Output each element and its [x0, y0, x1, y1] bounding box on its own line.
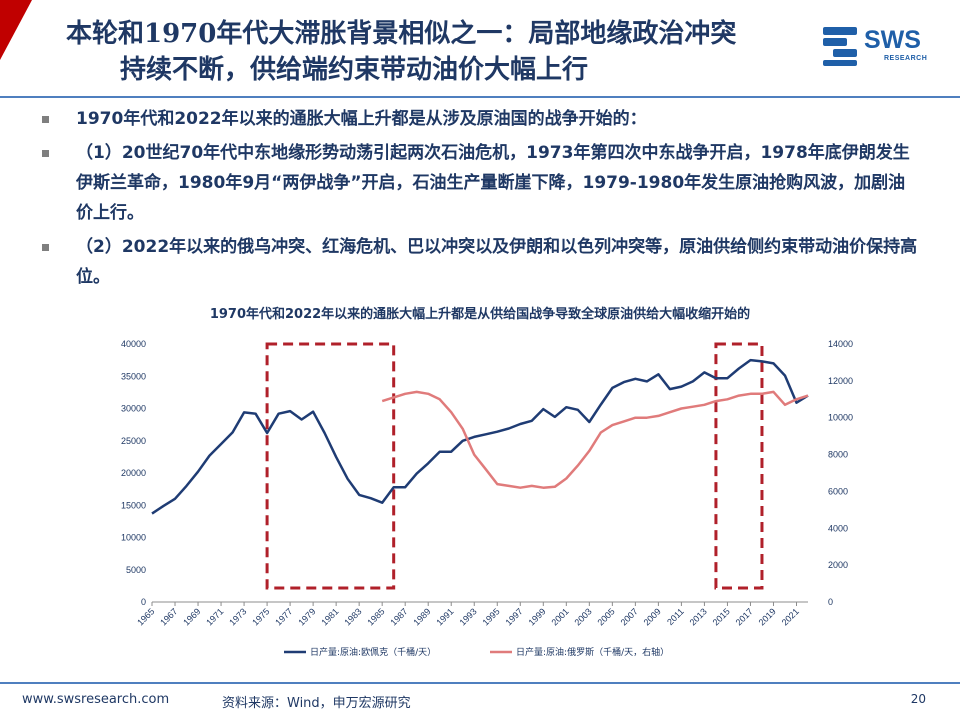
bullet-list: 1970年代和2022年以来的通胀大幅上升都是从涉及原油国的战争开始的： （1）…	[38, 104, 918, 296]
sws-logo-icon	[823, 27, 857, 66]
y-right-tick-label: 0	[828, 597, 833, 607]
x-tick-label: 1995	[480, 606, 501, 627]
x-tick-label: 1979	[296, 606, 317, 627]
logo-wordmark: SWS	[864, 26, 921, 54]
logo-subtext: RESEARCH	[884, 55, 928, 62]
y-right-tick-label: 4000	[828, 523, 848, 533]
slide-title-line1: 本轮和1970年代大滞胀背景相似之一：局部地缘政治冲突	[66, 19, 737, 49]
slide-title-line2: 持续不断，供给端约束带动油价大幅上行	[120, 55, 589, 85]
header-divider	[0, 96, 960, 98]
slide-title: 本轮和1970年代大滞胀背景相似之一：局部地缘政治冲突 持续不断，供给端约束带动…	[66, 16, 826, 88]
x-tick-label: 1973	[227, 606, 248, 627]
sws-logo: SWS RESEARCH	[820, 24, 942, 70]
x-tick-label: 1977	[273, 606, 294, 627]
footer-divider	[0, 682, 960, 684]
y-left-tick-label: 5000	[126, 565, 146, 575]
x-tick-label: 1993	[457, 606, 478, 627]
bullet-square-icon	[42, 116, 49, 123]
footer-url[interactable]: www.swsresearch.com	[22, 692, 170, 707]
footer-source: 资料来源：Wind，申万宏源研究	[222, 696, 411, 711]
highlight-box	[714, 342, 764, 590]
corner-accent	[0, 0, 32, 60]
x-tick-label: 2013	[688, 606, 709, 627]
y-right-tick-label: 10000	[828, 413, 853, 423]
y-left-tick-label: 20000	[121, 468, 146, 478]
x-tick-label: 1985	[365, 606, 386, 627]
y-left-tick-label: 10000	[121, 533, 146, 543]
x-tick-label: 1965	[135, 606, 156, 627]
x-tick-label: 1987	[388, 606, 409, 627]
bullet-item: （2）2022年以来的俄乌冲突、红海危机、巴以冲突以及伊朗和以色列冲突等，原油供…	[38, 232, 918, 292]
x-tick-label: 2019	[757, 606, 778, 627]
x-tick-label: 2005	[596, 606, 617, 627]
legend-russia-label: 日产量:原油:俄罗斯（千桶/天，右轴）	[516, 646, 669, 658]
x-tick-label: 1991	[434, 606, 455, 627]
x-tick-label: 1999	[526, 606, 547, 627]
y-left-tick-label: 30000	[121, 404, 146, 414]
bullet-item: 1970年代和2022年以来的通胀大幅上升都是从涉及原油国的战争开始的：	[38, 104, 918, 134]
bullet-text: 1970年代和2022年以来的通胀大幅上升都是从涉及原油国的战争开始的：	[76, 109, 647, 129]
bullet-square-icon	[42, 150, 49, 157]
y-left-tick-label: 35000	[121, 371, 146, 381]
x-tick-label: 2015	[711, 606, 732, 627]
y-right-tick-label: 2000	[828, 560, 848, 570]
y-right-tick-label: 6000	[828, 486, 848, 496]
x-tick-label: 2021	[780, 606, 801, 627]
y-left-tick-label: 15000	[121, 500, 146, 510]
x-tick-label: 1981	[319, 606, 340, 627]
x-tick-label: 1971	[204, 606, 225, 627]
y-right-tick-label: 12000	[828, 376, 853, 386]
y-left-tick-label: 0	[141, 597, 146, 607]
x-tick-label: 1975	[250, 606, 271, 627]
bullet-text: （1）20世纪70年代中东地缘形势动荡引起两次石油危机，1973年第四次中东战争…	[76, 143, 910, 223]
x-tick-label: 2001	[549, 606, 570, 627]
x-tick-label: 2009	[642, 606, 663, 627]
x-tick-label: 2003	[573, 606, 594, 627]
oil-production-chart: 0500010000150002000025000300003500040000…	[121, 339, 853, 658]
bullet-item: （1）20世纪70年代中东地缘形势动荡引起两次石油危机，1973年第四次中东战争…	[38, 138, 918, 228]
y-right-tick-label: 14000	[828, 339, 853, 349]
chart-title: 1970年代和2022年以来的通胀大幅上升都是从供给国战争导致全球原油供给大幅收…	[209, 307, 751, 322]
series-line-russia	[381, 390, 809, 489]
highlight-box	[265, 342, 396, 590]
legend-opec-label: 日产量:原油:欧佩克（千桶/天）	[310, 646, 436, 658]
x-tick-label: 1997	[503, 606, 524, 627]
x-tick-label: 2017	[734, 606, 755, 627]
page-number: 20	[910, 692, 926, 706]
bullet-square-icon	[42, 244, 49, 251]
x-tick-label: 1983	[342, 606, 363, 627]
x-tick-label: 2011	[665, 606, 686, 627]
y-right-tick-label: 8000	[828, 450, 848, 460]
series-line-opec	[151, 358, 809, 515]
bullet-text: （2）2022年以来的俄乌冲突、红海危机、巴以冲突以及伊朗和以色列冲突等，原油供…	[76, 237, 918, 287]
x-tick-label: 1967	[158, 606, 179, 627]
y-left-tick-label: 25000	[121, 436, 146, 446]
x-tick-label: 1969	[181, 606, 202, 627]
y-left-tick-label: 40000	[121, 339, 146, 349]
x-tick-label: 1989	[411, 606, 432, 627]
x-tick-label: 2007	[619, 606, 640, 627]
